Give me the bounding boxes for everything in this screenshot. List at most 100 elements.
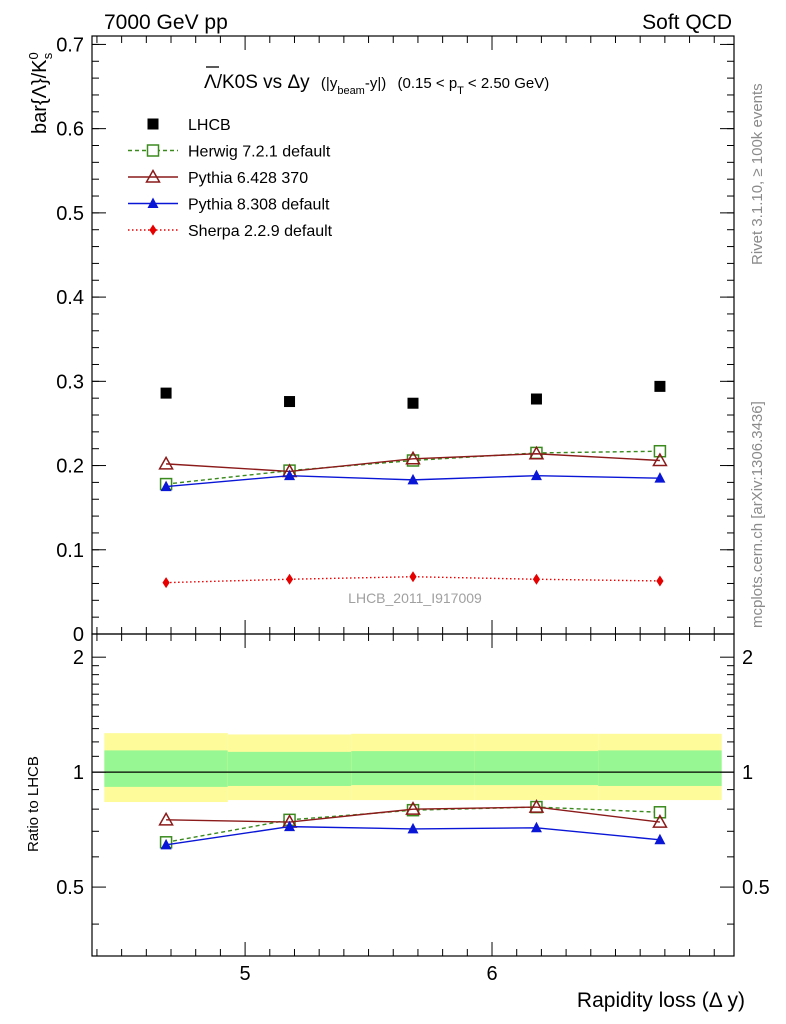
- data-point: [653, 444, 667, 458]
- y-tick-label: 0.4: [56, 287, 84, 309]
- y-tick-label: 0.1: [56, 540, 84, 562]
- x-tick-label: 6: [486, 963, 497, 985]
- data-point: [407, 473, 419, 485]
- legend-entry-sherpa-2-2-9-default: Sherpa 2.2.9 default: [128, 223, 333, 240]
- ratio-data-point: [160, 838, 172, 850]
- y-tick-label: 0.3: [56, 371, 84, 393]
- y-tick-label: 0.2: [56, 456, 84, 478]
- series-sherpa-2-2-9-default: [162, 571, 664, 589]
- mcplots-reference-label: mcplots.cern.ch [arXiv:1306.3436]: [749, 401, 766, 628]
- legend-entry-herwig-7-2-1-default: Herwig 7.2.1 default: [128, 144, 331, 161]
- ratio-data-point: [407, 822, 419, 834]
- ratio-data-point: [158, 811, 174, 826]
- title-ybeam-sub: beam: [337, 85, 365, 97]
- data-point: [652, 452, 668, 467]
- header-energy-label: 7000 GeV pp: [104, 11, 228, 34]
- header-category-label: Soft QCD: [642, 11, 732, 34]
- x-axis-label: Rapidity loss (Δ y): [577, 989, 745, 1012]
- legend-entry-lhcb: LHCB: [147, 117, 231, 134]
- data-point: [158, 455, 174, 470]
- ratio-data-point: [530, 821, 542, 833]
- data-point: [654, 472, 666, 483]
- data-point: [284, 396, 296, 408]
- legend-marker: [149, 224, 157, 236]
- series-line: [166, 453, 660, 473]
- data-point: [530, 469, 542, 481]
- analysis-watermark: LHCB_2011_I917009: [348, 590, 482, 606]
- main-title: Λ/K0S vs Δy (|ybeam-y|) (0.15 < pT < 2.50…: [204, 72, 549, 97]
- uncertainty-band-green: [104, 750, 228, 787]
- data-point: [405, 450, 421, 465]
- data-point: [285, 573, 294, 585]
- legend-entry-pythia-8-308-default: Pythia 8.308 default: [128, 197, 330, 214]
- y-tick-label-right: 0.5: [742, 877, 770, 899]
- data-point: [160, 480, 172, 492]
- rivet-version-label: Rivet 3.1.10, ≥ 100k events: [749, 83, 766, 265]
- ylabel-sub: s: [40, 52, 55, 59]
- data-point: [407, 397, 419, 409]
- data-point: [409, 571, 417, 583]
- ratio-series-pythia-6-428-370: [158, 799, 668, 828]
- legend-entry-pythia-6-428-370: Pythia 6.428 370: [128, 168, 308, 187]
- data-point: [528, 445, 545, 460]
- legend: LHCB Herwig 7.2.1 default Pythia 6.428 370…: [128, 117, 333, 240]
- y-tick-label-right: 2: [742, 647, 753, 669]
- ratio-data-point: [528, 799, 545, 813]
- legend-label: LHCB: [188, 117, 231, 134]
- series-lhcb: [160, 380, 666, 409]
- ylabel-sup: 0: [26, 52, 41, 59]
- y-tick-label: 2: [73, 647, 84, 669]
- y-tick-label-right: 1: [742, 762, 753, 784]
- y-tick-label: 0.6: [56, 119, 84, 141]
- ratio-y-ticks: 0.5 0.5 1 1 2 2: [56, 647, 770, 925]
- data-point: [406, 454, 420, 467]
- legend-marker: [145, 168, 161, 183]
- uncertainty-band-green: [598, 750, 722, 786]
- ratio-series-line: [166, 806, 661, 823]
- y-tick-label: 0.7: [56, 34, 84, 56]
- y-tick-label: 1: [73, 762, 84, 784]
- main-series-layer: [158, 380, 668, 589]
- ratio-data-point: [284, 820, 296, 832]
- ratio-data-point: [652, 814, 668, 828]
- y-tick-label: 0.5: [56, 877, 84, 899]
- ratio-data-point: [654, 833, 666, 845]
- title-ybeam-open: (|y: [321, 75, 338, 92]
- data-point: [654, 380, 666, 392]
- ratio-series-line: [165, 806, 660, 843]
- uncertainty-band-green: [351, 751, 475, 786]
- legend-label: Pythia 6.428 370: [188, 170, 308, 187]
- title-pt-open: (0.15 < p: [398, 75, 458, 92]
- uncertainty-band-green: [227, 751, 352, 786]
- x-tick-label: 5: [240, 963, 251, 985]
- legend-label: Sherpa 2.2.9 default: [188, 223, 333, 240]
- ratio-data-point: [653, 806, 667, 819]
- title-pt-close: < 2.50 GeV): [468, 75, 549, 92]
- data-point: [284, 469, 296, 481]
- legend-marker: [147, 197, 159, 208]
- ratio-plot-frame: [91, 633, 735, 957]
- data-point: [530, 393, 542, 405]
- legend-marker: [146, 144, 160, 157]
- data-point: [162, 577, 170, 589]
- y-tick-label: 0: [73, 624, 84, 646]
- legend-label: Herwig 7.2.1 default: [188, 144, 331, 161]
- ratio-series-layer: [158, 799, 668, 850]
- main-panel: 0 0.1 0.2 0.3 0.4 0.5 0.6 0.7 Λ/K0S vs Δy (|ybe…: [26, 34, 735, 646]
- data-point: [656, 575, 664, 587]
- series-pythia-8-308-default: [160, 469, 666, 492]
- data-point: [160, 387, 172, 399]
- uncertainty-band-green: [474, 751, 599, 786]
- ratio-series-pythia-8-308-default: [160, 820, 666, 850]
- y-tick-label: 0.5: [56, 203, 84, 225]
- legend-marker: [147, 118, 159, 130]
- data-point: [532, 573, 541, 585]
- title-pt-sub: T: [457, 85, 464, 97]
- legend-label: Pythia 8.308 default: [188, 197, 330, 214]
- main-y-axis-label: bar{Λ}/K0s: [26, 52, 55, 134]
- ylabel-main-part: bar{Λ}/K: [29, 59, 51, 134]
- ratio-y-axis-label: Ratio to LHCB: [25, 756, 42, 852]
